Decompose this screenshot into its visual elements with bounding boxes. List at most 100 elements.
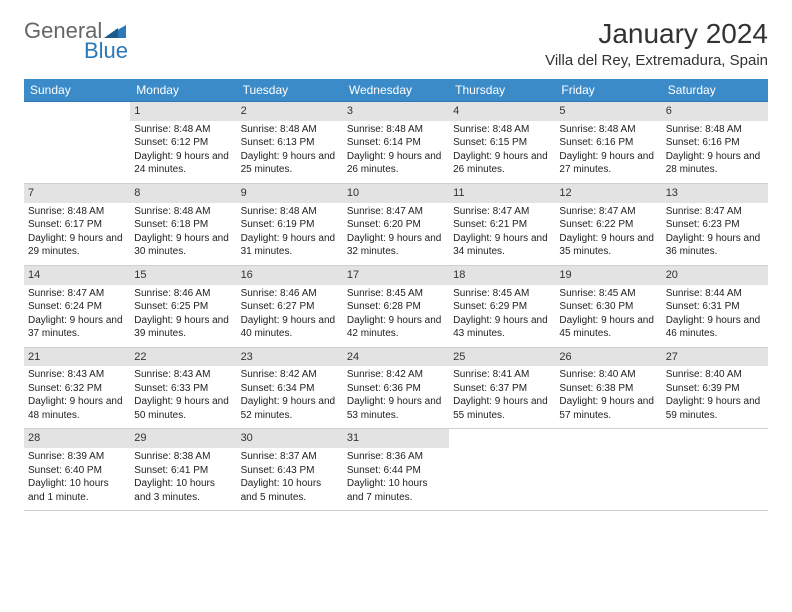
day-number: 26 xyxy=(555,348,661,367)
sunset-text: Sunset: 6:25 PM xyxy=(134,300,232,314)
daylight-text: Daylight: 9 hours and 40 minutes. xyxy=(241,314,339,341)
sunrise-text: Sunrise: 8:37 AM xyxy=(241,450,339,464)
sunset-text: Sunset: 6:30 PM xyxy=(559,300,657,314)
day-number: 8 xyxy=(130,184,236,203)
calendar-day-cell: 25Sunrise: 8:41 AMSunset: 6:37 PMDayligh… xyxy=(449,347,555,429)
day-number: 21 xyxy=(24,348,130,367)
calendar-day-cell: 6Sunrise: 8:48 AMSunset: 6:16 PMDaylight… xyxy=(662,102,768,184)
calendar-day-cell: 1Sunrise: 8:48 AMSunset: 6:12 PMDaylight… xyxy=(130,102,236,184)
sunset-text: Sunset: 6:17 PM xyxy=(28,218,126,232)
sunset-text: Sunset: 6:15 PM xyxy=(453,136,551,150)
calendar-day-cell: 13Sunrise: 8:47 AMSunset: 6:23 PMDayligh… xyxy=(662,183,768,265)
weekday-header: Monday xyxy=(130,79,236,102)
daylight-text: Daylight: 9 hours and 26 minutes. xyxy=(347,150,445,177)
daylight-text: Daylight: 9 hours and 30 minutes. xyxy=(134,232,232,259)
calendar-day-cell: 5Sunrise: 8:48 AMSunset: 6:16 PMDaylight… xyxy=(555,102,661,184)
calendar-week-row: 28Sunrise: 8:39 AMSunset: 6:40 PMDayligh… xyxy=(24,429,768,511)
day-number: 17 xyxy=(343,266,449,285)
day-number: 1 xyxy=(130,102,236,121)
calendar-day-cell: 22Sunrise: 8:43 AMSunset: 6:33 PMDayligh… xyxy=(130,347,236,429)
calendar-day-cell: · xyxy=(555,429,661,511)
title-block: January 2024 Villa del Rey, Extremadura,… xyxy=(545,18,768,69)
day-number: 29 xyxy=(130,429,236,448)
sunset-text: Sunset: 6:24 PM xyxy=(28,300,126,314)
calendar-day-cell: · xyxy=(24,102,130,184)
weekday-header: Saturday xyxy=(662,79,768,102)
day-number: 7 xyxy=(24,184,130,203)
calendar-day-cell: 24Sunrise: 8:42 AMSunset: 6:36 PMDayligh… xyxy=(343,347,449,429)
calendar-day-cell: 10Sunrise: 8:47 AMSunset: 6:20 PMDayligh… xyxy=(343,183,449,265)
calendar-day-cell: 28Sunrise: 8:39 AMSunset: 6:40 PMDayligh… xyxy=(24,429,130,511)
sunset-text: Sunset: 6:16 PM xyxy=(666,136,764,150)
sunrise-text: Sunrise: 8:40 AM xyxy=(559,368,657,382)
sunrise-text: Sunrise: 8:47 AM xyxy=(453,205,551,219)
weekday-header: Sunday xyxy=(24,79,130,102)
sunrise-text: Sunrise: 8:47 AM xyxy=(347,205,445,219)
calendar-day-cell: 9Sunrise: 8:48 AMSunset: 6:19 PMDaylight… xyxy=(237,183,343,265)
daylight-text: Daylight: 9 hours and 26 minutes. xyxy=(453,150,551,177)
sunset-text: Sunset: 6:37 PM xyxy=(453,382,551,396)
logo-text-blue: Blue xyxy=(84,38,128,64)
day-number: 6 xyxy=(662,102,768,121)
daylight-text: Daylight: 9 hours and 24 minutes. xyxy=(134,150,232,177)
daylight-text: Daylight: 9 hours and 59 minutes. xyxy=(666,395,764,422)
day-number: 31 xyxy=(343,429,449,448)
sunrise-text: Sunrise: 8:45 AM xyxy=(453,287,551,301)
sunrise-text: Sunrise: 8:48 AM xyxy=(347,123,445,137)
day-number: 14 xyxy=(24,266,130,285)
daylight-text: Daylight: 10 hours and 3 minutes. xyxy=(134,477,232,504)
calendar-week-row: 21Sunrise: 8:43 AMSunset: 6:32 PMDayligh… xyxy=(24,347,768,429)
day-number: 11 xyxy=(449,184,555,203)
calendar-week-row: 7Sunrise: 8:48 AMSunset: 6:17 PMDaylight… xyxy=(24,183,768,265)
day-number: 16 xyxy=(237,266,343,285)
sunset-text: Sunset: 6:27 PM xyxy=(241,300,339,314)
daylight-text: Daylight: 9 hours and 29 minutes. xyxy=(28,232,126,259)
calendar-week-row: 14Sunrise: 8:47 AMSunset: 6:24 PMDayligh… xyxy=(24,265,768,347)
sunset-text: Sunset: 6:40 PM xyxy=(28,464,126,478)
sunrise-text: Sunrise: 8:42 AM xyxy=(347,368,445,382)
calendar-day-cell: 3Sunrise: 8:48 AMSunset: 6:14 PMDaylight… xyxy=(343,102,449,184)
calendar-table: Sunday Monday Tuesday Wednesday Thursday… xyxy=(24,79,768,511)
calendar-day-cell: 11Sunrise: 8:47 AMSunset: 6:21 PMDayligh… xyxy=(449,183,555,265)
sunset-text: Sunset: 6:36 PM xyxy=(347,382,445,396)
calendar-day-cell: 27Sunrise: 8:40 AMSunset: 6:39 PMDayligh… xyxy=(662,347,768,429)
sunset-text: Sunset: 6:44 PM xyxy=(347,464,445,478)
daylight-text: Daylight: 9 hours and 43 minutes. xyxy=(453,314,551,341)
calendar-day-cell: 17Sunrise: 8:45 AMSunset: 6:28 PMDayligh… xyxy=(343,265,449,347)
calendar-day-cell: 7Sunrise: 8:48 AMSunset: 6:17 PMDaylight… xyxy=(24,183,130,265)
daylight-text: Daylight: 9 hours and 46 minutes. xyxy=(666,314,764,341)
calendar-day-cell: 8Sunrise: 8:48 AMSunset: 6:18 PMDaylight… xyxy=(130,183,236,265)
daylight-text: Daylight: 9 hours and 39 minutes. xyxy=(134,314,232,341)
day-number: 2 xyxy=(237,102,343,121)
daylight-text: Daylight: 9 hours and 36 minutes. xyxy=(666,232,764,259)
calendar-day-cell: 30Sunrise: 8:37 AMSunset: 6:43 PMDayligh… xyxy=(237,429,343,511)
sunset-text: Sunset: 6:41 PM xyxy=(134,464,232,478)
sunset-text: Sunset: 6:32 PM xyxy=(28,382,126,396)
sunrise-text: Sunrise: 8:46 AM xyxy=(241,287,339,301)
daylight-text: Daylight: 9 hours and 48 minutes. xyxy=(28,395,126,422)
daylight-text: Daylight: 9 hours and 57 minutes. xyxy=(559,395,657,422)
daylight-text: Daylight: 9 hours and 27 minutes. xyxy=(559,150,657,177)
daylight-text: Daylight: 9 hours and 52 minutes. xyxy=(241,395,339,422)
calendar-day-cell: · xyxy=(662,429,768,511)
weekday-header: Friday xyxy=(555,79,661,102)
daylight-text: Daylight: 9 hours and 35 minutes. xyxy=(559,232,657,259)
daylight-text: Daylight: 9 hours and 45 minutes. xyxy=(559,314,657,341)
sunrise-text: Sunrise: 8:41 AM xyxy=(453,368,551,382)
day-number: 15 xyxy=(130,266,236,285)
weekday-header: Thursday xyxy=(449,79,555,102)
daylight-text: Daylight: 9 hours and 42 minutes. xyxy=(347,314,445,341)
daylight-text: Daylight: 9 hours and 37 minutes. xyxy=(28,314,126,341)
calendar-day-cell: 21Sunrise: 8:43 AMSunset: 6:32 PMDayligh… xyxy=(24,347,130,429)
location: Villa del Rey, Extremadura, Spain xyxy=(545,52,768,69)
month-title: January 2024 xyxy=(545,18,768,50)
day-number: 22 xyxy=(130,348,236,367)
daylight-text: Daylight: 9 hours and 50 minutes. xyxy=(134,395,232,422)
calendar-day-cell: 31Sunrise: 8:36 AMSunset: 6:44 PMDayligh… xyxy=(343,429,449,511)
sunrise-text: Sunrise: 8:48 AM xyxy=(134,205,232,219)
sunrise-text: Sunrise: 8:48 AM xyxy=(559,123,657,137)
daylight-text: Daylight: 9 hours and 28 minutes. xyxy=(666,150,764,177)
sunset-text: Sunset: 6:12 PM xyxy=(134,136,232,150)
sunrise-text: Sunrise: 8:47 AM xyxy=(666,205,764,219)
day-number: 9 xyxy=(237,184,343,203)
